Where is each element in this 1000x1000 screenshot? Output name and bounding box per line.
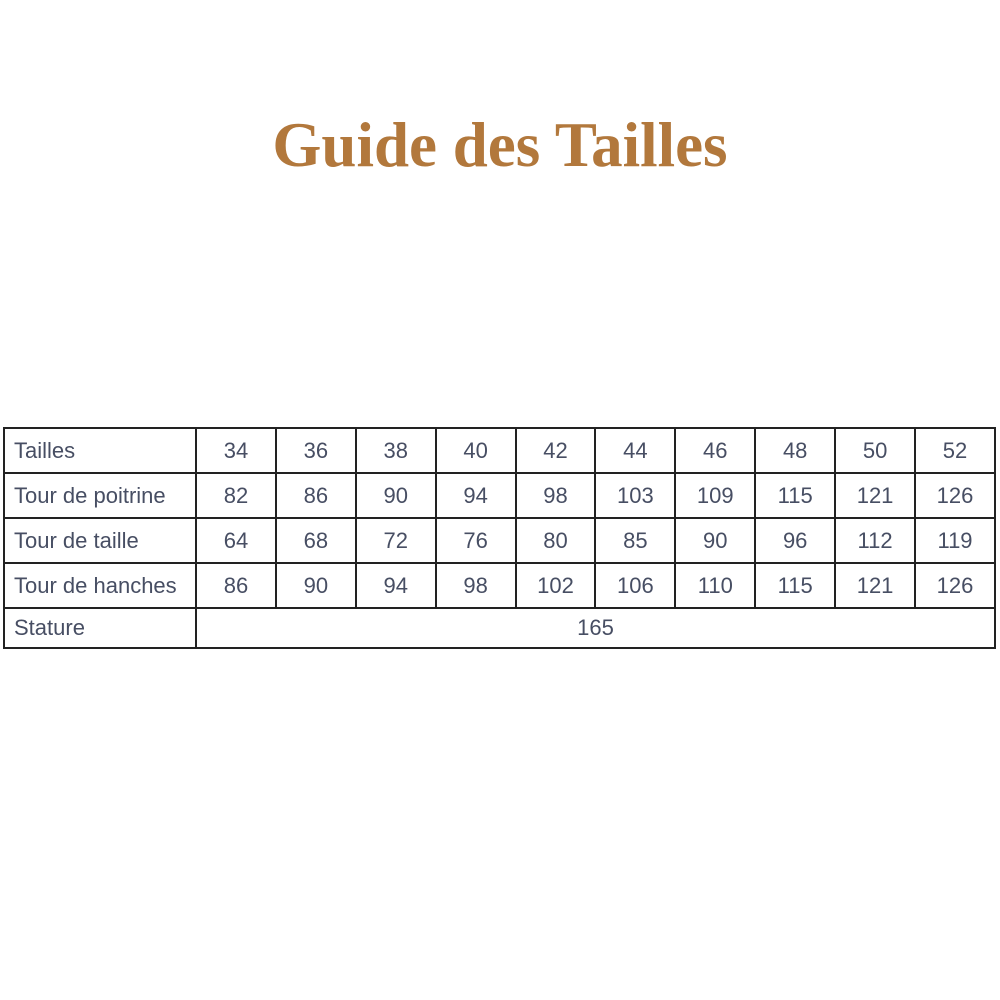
page-title: Guide des Tailles (272, 110, 728, 180)
table-cell: 50 (834, 427, 917, 474)
table-cell: 126 (914, 472, 996, 519)
table-cell: 90 (354, 472, 437, 519)
table-cell: 36 (274, 427, 357, 474)
table-cell: 52 (914, 427, 996, 474)
table-cell: 102 (514, 562, 597, 609)
table-cell: 96 (754, 517, 837, 564)
table-cell: 85 (594, 517, 677, 564)
table-cell: 121 (834, 562, 917, 609)
table-cell: 98 (514, 472, 597, 519)
table-cell: 90 (274, 562, 357, 609)
table-cell: 68 (274, 517, 357, 564)
row-label-tailles: Tailles (3, 427, 197, 474)
table-cell: 126 (914, 562, 996, 609)
table-cell: 86 (195, 562, 277, 609)
table-cell: 106 (594, 562, 677, 609)
table-row-hanches: Tour de hanches 86 90 94 98 102 106 110 … (3, 562, 996, 609)
row-label-hanches: Tour de hanches (3, 562, 197, 609)
table-cell: 48 (754, 427, 837, 474)
table-cell: 115 (754, 472, 837, 519)
row-label-poitrine: Tour de poitrine (3, 472, 197, 519)
size-guide-table: Tailles 34 36 38 40 42 44 46 48 50 52 To… (3, 427, 996, 649)
table-cell: 44 (594, 427, 677, 474)
table-cell: 109 (674, 472, 757, 519)
table-cell: 42 (514, 427, 597, 474)
table-cell: 103 (594, 472, 677, 519)
table-cell: 76 (434, 517, 517, 564)
table-row-tailles: Tailles 34 36 38 40 42 44 46 48 50 52 (3, 427, 996, 474)
table-cell: 121 (834, 472, 917, 519)
table-cell: 98 (434, 562, 517, 609)
table-cell: 38 (354, 427, 437, 474)
table-cell: 86 (274, 472, 357, 519)
table-cell: 112 (834, 517, 917, 564)
table-cell: 94 (434, 472, 517, 519)
table-cell: 110 (674, 562, 757, 609)
table-cell: 64 (195, 517, 277, 564)
table-cell: 119 (914, 517, 996, 564)
table-cell: 115 (754, 562, 837, 609)
table-cell: 90 (674, 517, 757, 564)
table-row-stature: Stature 165 (3, 607, 996, 649)
table-row-taille: Tour de taille 64 68 72 76 80 85 90 96 1… (3, 517, 996, 564)
table-cell: 46 (674, 427, 757, 474)
table-cell: 94 (354, 562, 437, 609)
table-cell: 82 (195, 472, 277, 519)
row-label-taille: Tour de taille (3, 517, 197, 564)
row-label-stature: Stature (3, 607, 197, 649)
table-cell: 72 (354, 517, 437, 564)
table-cell: 40 (434, 427, 517, 474)
table-cell: 34 (195, 427, 277, 474)
stature-value-cell: 165 (195, 607, 996, 649)
table-cell: 80 (514, 517, 597, 564)
table-row-poitrine: Tour de poitrine 82 86 90 94 98 103 109 … (3, 472, 996, 519)
